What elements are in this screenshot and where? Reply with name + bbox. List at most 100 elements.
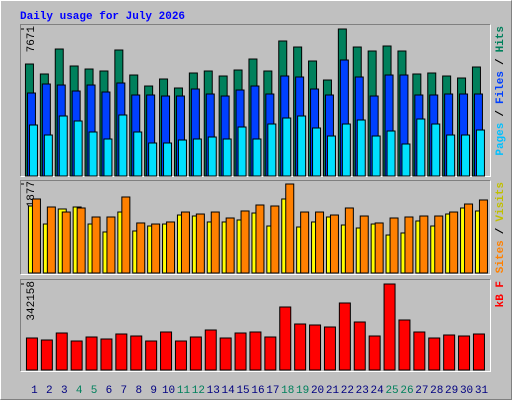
bar [356,119,366,177]
x-tick-label: 1 [31,385,38,397]
legend-entry: Pages [495,123,507,156]
bar [341,123,351,177]
x-tick-label: 13 [207,385,220,397]
bar [398,319,411,371]
x-tick-label: 3 [61,385,68,397]
bar [46,206,56,274]
x-tick-label: 27 [415,385,428,397]
panel-border [20,279,491,372]
bar [136,222,146,274]
x-tick-label: 16 [251,385,264,397]
bar [145,340,158,371]
bar [180,211,190,274]
bar [100,338,113,371]
bar [234,332,247,371]
bar [85,336,98,371]
bar [192,138,202,177]
x-tick-label: 14 [222,385,236,397]
x-tick-label: 9 [150,385,157,397]
legend: Pages / Files / Hits [495,26,507,156]
bar [312,127,322,177]
bar [160,331,173,371]
bar [70,340,83,371]
bar [249,331,262,371]
bar [344,207,354,274]
bar [121,196,131,274]
bar [163,142,173,177]
bar [267,123,277,177]
bar [446,134,456,177]
bar [148,142,158,177]
legend: kB F [495,281,507,307]
legend: Sites / Visits [495,182,507,273]
bar [338,302,351,371]
bar [294,323,307,371]
y-tick-label: 7671 [26,26,38,53]
panel-border [20,279,491,372]
bar [237,126,247,177]
bar [210,211,220,274]
x-tick-label: 4 [76,385,83,397]
x-tick-label: 20 [311,385,324,397]
panel-border [20,180,491,275]
bar [55,332,68,371]
x-tick-label: 24 [371,385,385,397]
bar [326,135,336,177]
x-tick-label: 18 [281,385,294,397]
x-tick-label: 12 [192,385,205,397]
bar [40,339,53,371]
bar [133,131,143,177]
bar [222,138,232,177]
bar [103,138,113,177]
bar [413,331,426,371]
bar [118,114,128,177]
bar [285,183,295,274]
x-tick-label: 28 [430,385,443,397]
x-tick-label: 11 [177,385,191,397]
chart-title: Daily usage for July 2026 [20,11,185,23]
x-tick-label: 2 [46,385,53,397]
bar [443,334,456,371]
bar [472,333,485,371]
x-tick-label: 5 [91,385,98,397]
bar [255,204,265,274]
bar [404,216,414,274]
bar [28,124,38,177]
x-tick-label: 10 [162,385,175,397]
x-tick-label: 7 [121,385,128,397]
bar [374,222,384,274]
x-tick-label: 25 [385,385,398,397]
bar [115,333,128,371]
x-tick-label: 19 [296,385,309,397]
bar [151,223,161,274]
bar [240,210,250,274]
legend-entry: Hits [495,26,507,52]
bar [309,324,322,371]
x-tick-label: 8 [135,385,142,397]
x-tick-label: 15 [236,385,249,397]
x-tick-label: 17 [266,385,279,397]
bar [431,123,441,177]
bar [386,130,396,177]
bar [383,283,396,371]
bar [401,143,411,177]
x-tick-label: 26 [400,385,413,397]
bar [300,211,310,274]
bar [219,337,232,371]
bar [461,134,471,177]
x-tick-label: 29 [445,385,458,397]
bar [177,139,187,177]
x-tick-label: 22 [341,385,354,397]
bar [73,120,83,177]
bar [76,207,86,274]
bar [323,326,336,371]
bar [264,336,277,371]
bar [297,115,307,177]
bar [174,340,187,371]
x-tick-label: 6 [106,385,113,397]
legend-separator: / [495,58,507,65]
x-tick-label: 31 [475,385,489,397]
legend-separator: / [495,110,507,117]
